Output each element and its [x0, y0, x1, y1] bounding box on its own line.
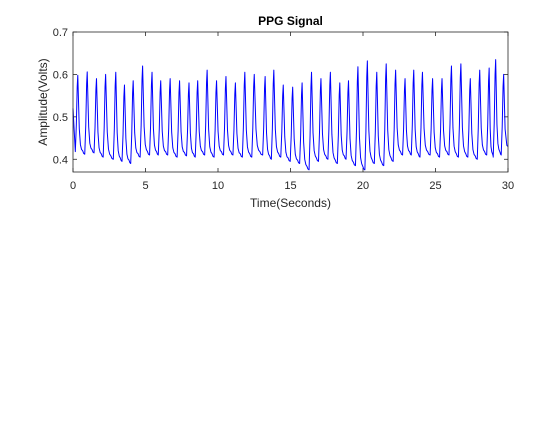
x-tick-label: 0: [70, 180, 76, 192]
y-axis-label: Amplitude(Volts): [36, 58, 50, 145]
x-tick-label: 30: [502, 180, 514, 192]
x-axis-label: Time(Seconds): [250, 196, 331, 210]
chart-title: PPG Signal: [258, 14, 323, 28]
y-tick-label: 0.7: [53, 27, 68, 39]
y-tick-label: 0.5: [53, 112, 68, 124]
axes-box: [72, 31, 509, 173]
y-tick-label: 0.6: [53, 69, 68, 81]
x-tick-label: 10: [212, 180, 224, 192]
x-tick-label: 5: [142, 180, 148, 192]
x-tick-label: 20: [357, 180, 369, 192]
y-tick-label: 0.4: [53, 154, 68, 166]
signal-line: [72, 59, 509, 171]
x-tick-label: 25: [429, 180, 441, 192]
y-tick-labels: 0.4 0.5 0.6 0.7: [53, 27, 68, 166]
x-tick-label: 15: [284, 180, 296, 192]
x-tick-labels: 0 5 10 15 20 25 30: [70, 180, 514, 192]
